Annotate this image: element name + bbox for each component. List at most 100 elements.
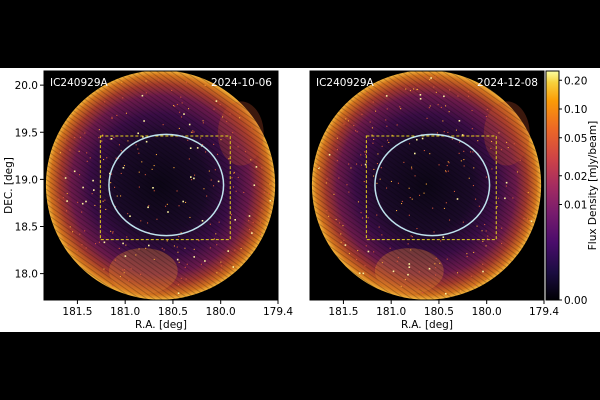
- dashed-region-box: [365, 135, 497, 241]
- point-source: [138, 171, 140, 173]
- point-source: [127, 140, 129, 142]
- colorbar-tick-label: 0.10: [564, 104, 587, 116]
- point-source: [72, 231, 74, 233]
- point-source: [335, 219, 337, 221]
- point-source: [409, 197, 411, 199]
- point-source: [106, 157, 108, 159]
- point-source: [453, 190, 455, 192]
- point-source: [363, 181, 365, 183]
- source-label: IC240929A: [316, 77, 375, 89]
- point-source: [205, 151, 207, 153]
- point-source: [389, 247, 391, 249]
- point-source: [355, 258, 357, 260]
- point-source: [436, 132, 438, 134]
- point-source: [371, 134, 373, 136]
- point-source: [364, 265, 366, 267]
- point-source: [440, 106, 442, 108]
- point-source: [485, 230, 487, 232]
- point-source: [473, 251, 475, 253]
- point-source: [372, 101, 374, 103]
- point-source: [373, 138, 375, 140]
- point-source: [373, 168, 375, 170]
- point-source: [189, 147, 192, 149]
- point-source: [253, 184, 256, 186]
- point-source: [124, 255, 127, 257]
- point-source: [95, 243, 97, 245]
- point-source: [506, 141, 508, 143]
- point-source: [93, 189, 95, 191]
- point-source: [269, 183, 271, 185]
- point-source: [438, 164, 440, 166]
- point-source: [512, 197, 514, 199]
- point-source: [138, 248, 140, 250]
- point-source: [356, 131, 358, 133]
- point-source: [416, 89, 418, 91]
- point-source: [240, 248, 242, 250]
- point-source: [336, 137, 338, 139]
- point-source: [142, 136, 144, 138]
- point-source: [424, 76, 426, 78]
- point-source: [501, 227, 503, 229]
- point-source: [200, 137, 202, 139]
- point-source: [367, 250, 370, 253]
- point-source: [485, 176, 487, 178]
- point-source: [343, 239, 345, 241]
- point-source: [173, 167, 175, 169]
- point-source: [177, 284, 179, 286]
- panel-right: IC240929A 2024-12-08 181.5 181.0 180.5 180.0 1…: [309, 70, 559, 331]
- point-source: [145, 247, 147, 249]
- point-source: [144, 174, 146, 176]
- point-source: [381, 262, 383, 264]
- point-source: [210, 179, 212, 181]
- point-source: [251, 231, 253, 233]
- point-source: [421, 137, 424, 140]
- point-source: [429, 285, 431, 287]
- point-source: [375, 110, 377, 112]
- point-source: [403, 284, 405, 286]
- point-source: [445, 171, 447, 173]
- dashed-region-box: [99, 135, 231, 241]
- point-source: [220, 269, 222, 271]
- point-source: [482, 270, 484, 273]
- point-source: [386, 187, 388, 189]
- point-source: [92, 179, 94, 182]
- point-source: [193, 177, 195, 180]
- point-source: [226, 120, 228, 122]
- point-source: [234, 219, 236, 221]
- point-source: [437, 104, 439, 106]
- point-source: [346, 184, 348, 186]
- point-source: [185, 81, 187, 83]
- point-source: [255, 166, 258, 168]
- point-source: [125, 112, 127, 114]
- point-source: [373, 251, 375, 253]
- point-source: [113, 136, 115, 138]
- point-source: [184, 266, 186, 268]
- point-source: [343, 123, 345, 125]
- point-source: [145, 140, 148, 143]
- point-source: [232, 266, 235, 268]
- y-tick-label: 19.0: [15, 174, 38, 186]
- point-source: [468, 177, 470, 179]
- point-source: [174, 105, 176, 107]
- point-source: [124, 269, 126, 271]
- point-source: [501, 243, 503, 245]
- point-source: [463, 134, 465, 136]
- point-source: [362, 217, 364, 219]
- point-source: [486, 238, 488, 240]
- point-source: [527, 192, 529, 194]
- point-source: [471, 128, 473, 130]
- point-source: [248, 220, 250, 222]
- point-source: [109, 138, 111, 140]
- point-source: [269, 199, 272, 202]
- point-source: [153, 165, 155, 167]
- point-source: [463, 150, 465, 152]
- point-source: [386, 108, 388, 110]
- point-source: [141, 94, 144, 97]
- point-source: [409, 143, 411, 145]
- point-source: [213, 108, 215, 110]
- point-source: [360, 164, 362, 166]
- y-tick-label: 18.0: [15, 269, 38, 281]
- point-source: [401, 203, 403, 205]
- x-tick-label: 179.4: [263, 306, 293, 318]
- stripe-texture: [45, 71, 276, 300]
